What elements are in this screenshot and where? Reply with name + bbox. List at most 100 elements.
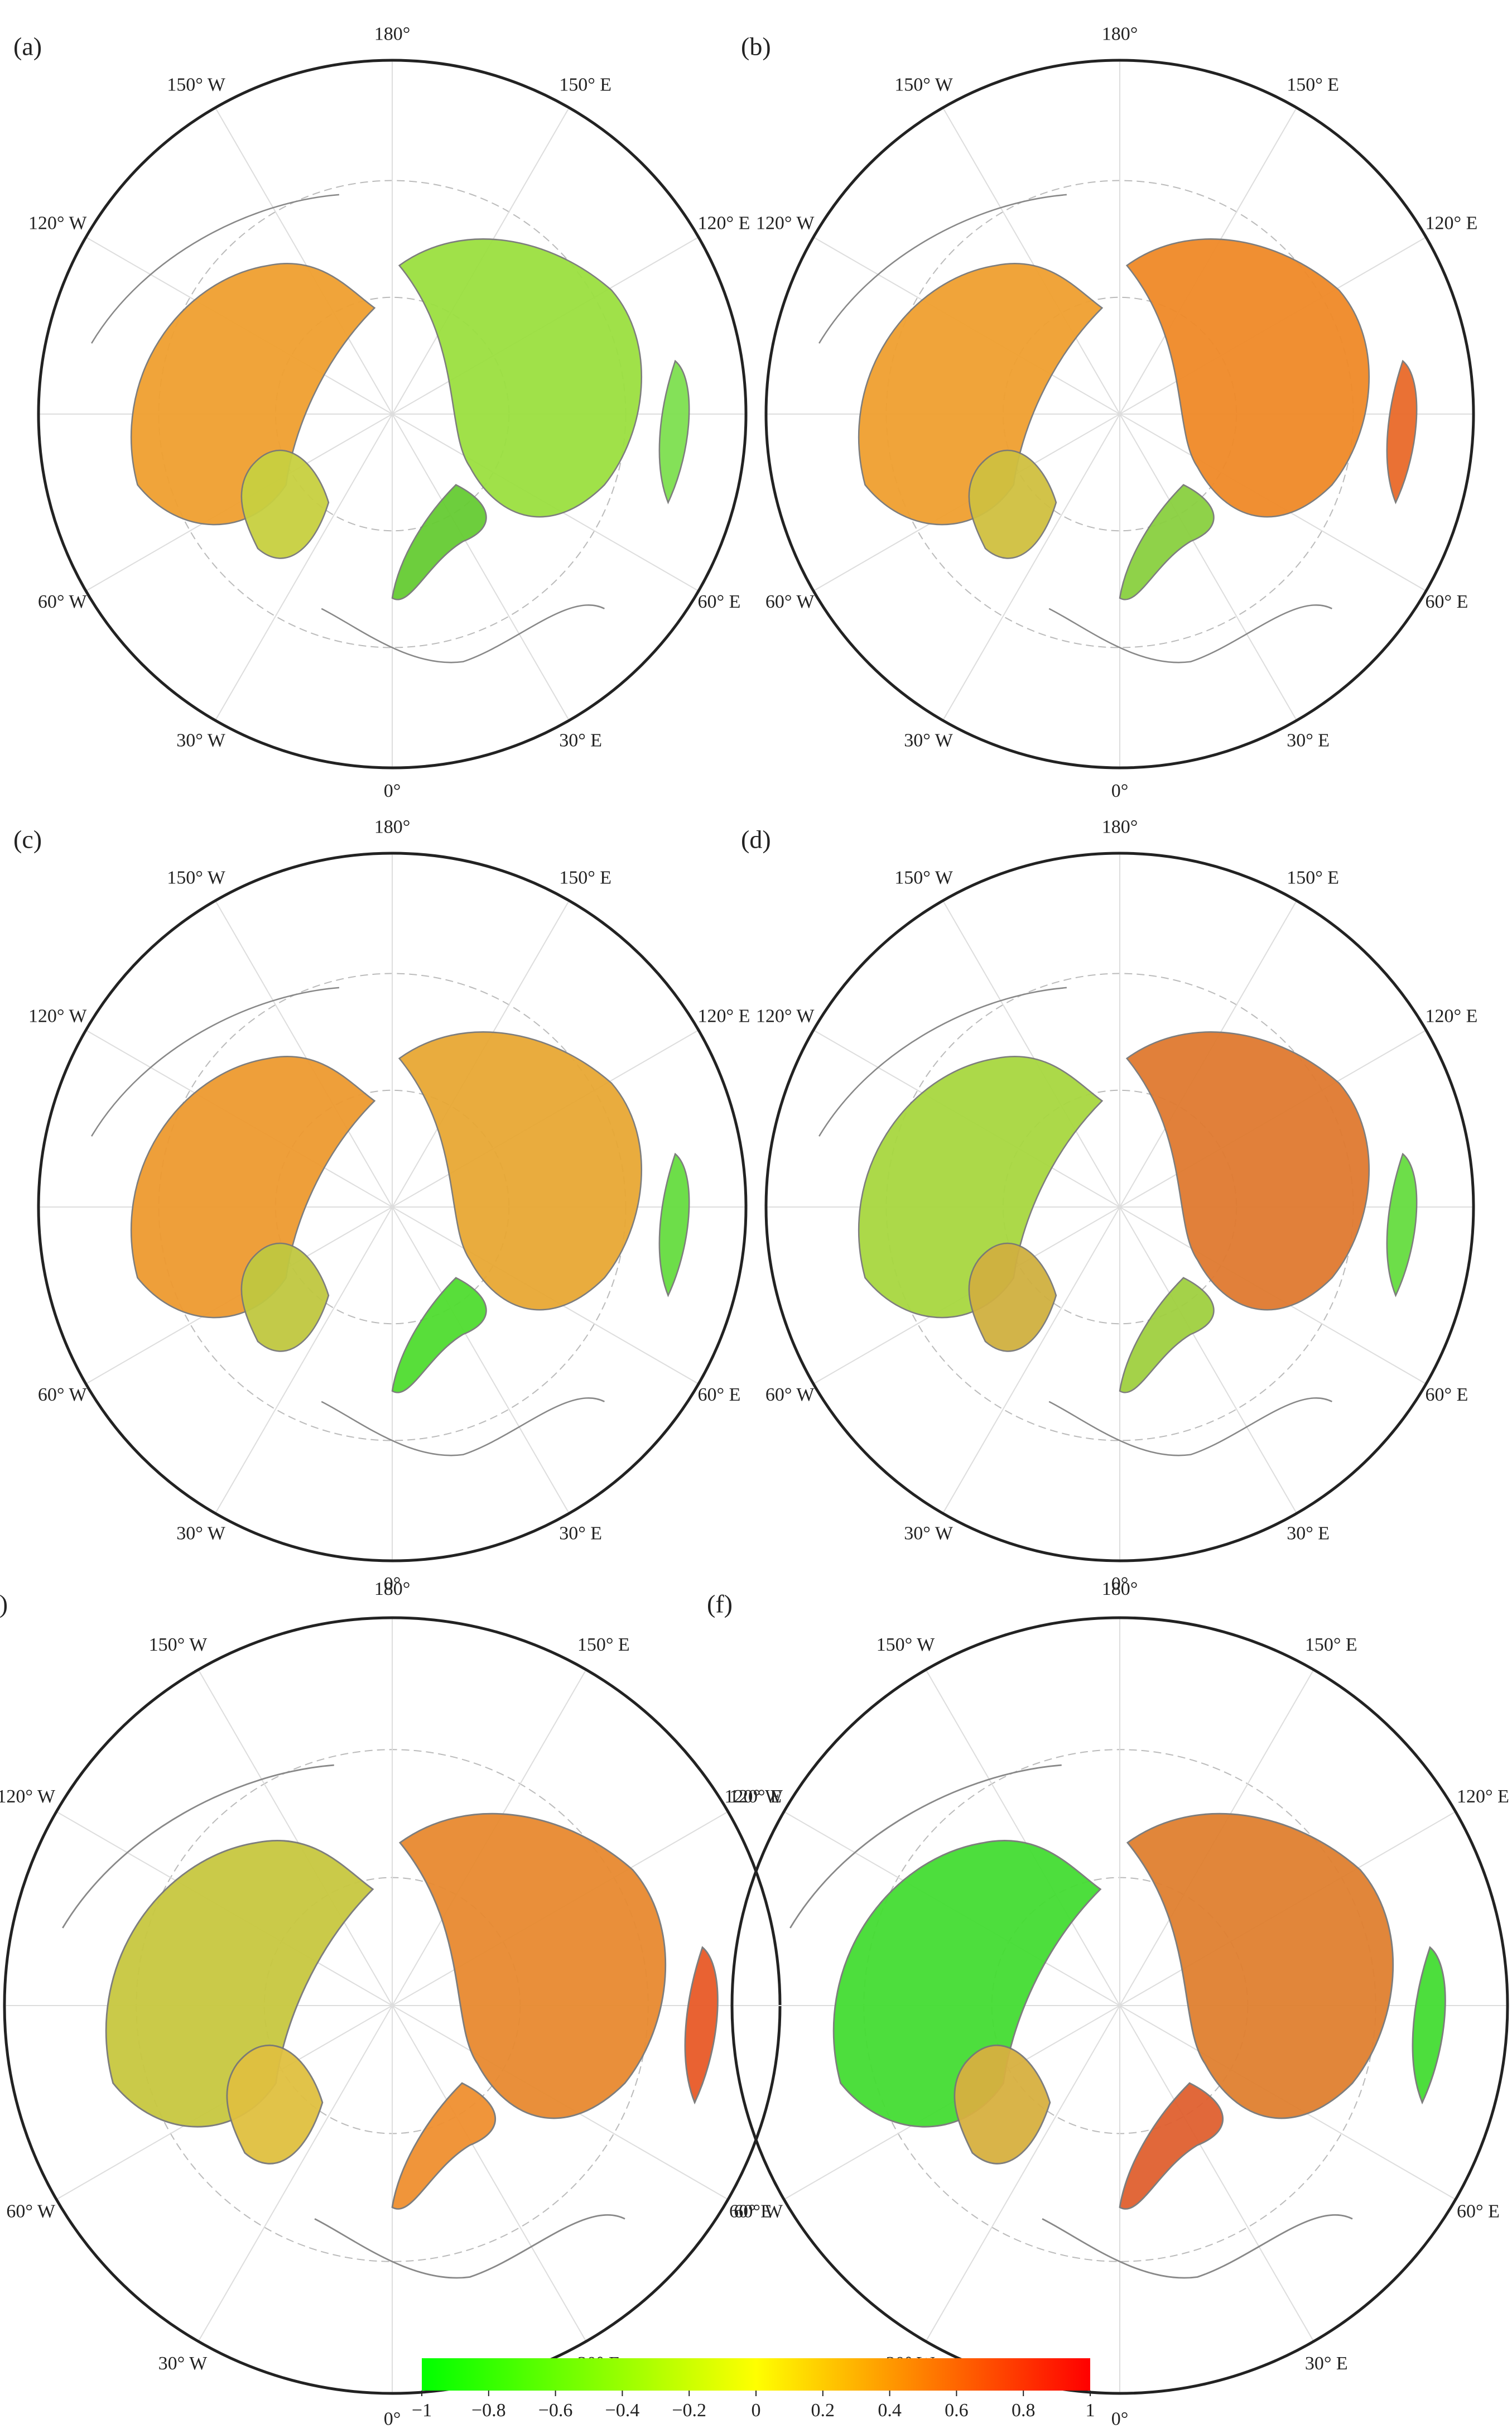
- land-patch: [391, 2082, 497, 2210]
- longitude-label: 120° E: [1425, 213, 1477, 234]
- land-patch: [1119, 2082, 1224, 2210]
- longitude-label: 30° E: [1287, 1523, 1330, 1544]
- longitude-label: 120° E: [1457, 1786, 1509, 1807]
- longitude-label: 120° E: [697, 213, 750, 234]
- map-border: [764, 852, 1475, 1562]
- land-patch: [240, 1242, 330, 1352]
- map-border: [37, 852, 748, 1562]
- land-patch: [1125, 1031, 1370, 1311]
- land-patch: [858, 1055, 1104, 1319]
- longitude-label: 0°: [384, 2408, 401, 2429]
- graticule-meridian: [925, 2005, 1120, 2342]
- panel-label: (d): [741, 825, 771, 854]
- longitude-label: 150° E: [577, 1634, 630, 1655]
- land-patch: [1125, 238, 1370, 518]
- longitude-label: 180°: [1102, 1579, 1138, 1599]
- longitude-label: 180°: [374, 23, 411, 44]
- panel-label: (b): [741, 32, 771, 61]
- longitude-label: 150° W: [167, 867, 225, 888]
- graticule-meridian: [198, 2005, 393, 2342]
- land-patch: [684, 1946, 719, 2105]
- longitude-label: 150° W: [894, 867, 953, 888]
- colorbar-tick-label: 0: [752, 2400, 761, 2421]
- longitude-label: 150° E: [559, 867, 611, 888]
- longitude-label: 30° E: [559, 730, 602, 751]
- land-patch: [658, 1152, 690, 1297]
- map-border: [37, 59, 748, 770]
- longitude-label: 150° W: [877, 1634, 935, 1655]
- colorbar-tick-label: 0.2: [811, 2400, 835, 2421]
- land-patch: [954, 2045, 1051, 2165]
- longitude-label: 30° W: [176, 730, 225, 751]
- longitude-label: 120° W: [28, 213, 87, 234]
- graticule-meridian: [1119, 413, 1297, 721]
- longitude-label: 0°: [1111, 2408, 1129, 2429]
- coastline: [62, 1764, 625, 2279]
- longitude-label: 60° E: [1425, 1384, 1468, 1405]
- longitude-label: 60° E: [1425, 592, 1468, 612]
- land-patch: [1386, 359, 1418, 504]
- map-border: [764, 59, 1475, 770]
- colorbar-tick-label: 0.4: [878, 2400, 902, 2421]
- graticule-meridian: [942, 900, 1120, 1208]
- longitude-label: 60° E: [697, 1384, 740, 1405]
- land-patch: [131, 262, 376, 526]
- longitude-label: 0°: [384, 781, 401, 801]
- graticule-meridian: [1119, 2005, 1314, 2342]
- land-patch: [1119, 484, 1215, 600]
- graticule-meridian: [1119, 1206, 1297, 1514]
- longitude-label: 180°: [374, 816, 411, 837]
- longitude-label: 30° E: [1287, 730, 1330, 751]
- longitude-label: 120° W: [724, 1786, 783, 1807]
- panel-label: (a): [13, 32, 42, 61]
- land-patch: [1412, 1946, 1446, 2105]
- graticule-meridian: [215, 900, 393, 1208]
- land-patch: [1126, 1812, 1394, 2119]
- land-patch: [391, 1277, 487, 1393]
- land-patch: [398, 1031, 642, 1311]
- land-patch: [398, 238, 642, 518]
- longitude-label: 120° W: [756, 213, 815, 234]
- panel-label: (f): [707, 1590, 733, 1618]
- graticule-meridian: [392, 1206, 570, 1514]
- longitude-label: 30° E: [1305, 2353, 1348, 2374]
- coastline: [818, 194, 1332, 663]
- land-patch: [1386, 1152, 1418, 1297]
- longitude-label: 60° W: [6, 2201, 55, 2222]
- longitude-label: 60° W: [765, 592, 815, 612]
- colorbar-tick-label: 0.8: [1012, 2400, 1036, 2421]
- longitude-label: 120° E: [729, 1786, 782, 1807]
- longitude-label: 0°: [384, 1574, 401, 1594]
- colorbar-tick-label: −1: [412, 2400, 432, 2421]
- longitude-label: 180°: [374, 1579, 411, 1599]
- graticule-meridian: [198, 1669, 393, 2006]
- graticule-meridian: [215, 413, 393, 721]
- land-patch: [658, 359, 690, 504]
- colorbar-tick-label: 0.6: [945, 2400, 969, 2421]
- longitude-label: 0°: [1111, 1574, 1129, 1594]
- longitude-label: 120° W: [756, 1006, 815, 1027]
- longitude-label: 150° W: [149, 1634, 208, 1655]
- coastline: [91, 987, 605, 1456]
- longitude-label: 60° W: [38, 1384, 87, 1405]
- longitude-label: 30° W: [904, 1523, 953, 1544]
- land-patch: [391, 484, 487, 600]
- land-patch: [968, 449, 1057, 559]
- longitude-label: 150° E: [1287, 867, 1339, 888]
- longitude-label: 60° W: [38, 592, 87, 612]
- longitude-label: 120° E: [1425, 1006, 1477, 1027]
- longitude-label: 150° E: [559, 74, 611, 95]
- longitude-label: 120° E: [697, 1006, 750, 1027]
- longitude-label: 150° W: [167, 74, 225, 95]
- graticule-meridian: [925, 1669, 1120, 2006]
- land-patch: [968, 1242, 1057, 1352]
- graticule-meridian: [215, 1206, 393, 1514]
- graticule-meridian: [942, 1206, 1120, 1514]
- longitude-label: 60° W: [734, 2201, 783, 2222]
- longitude-label: 60° E: [729, 2201, 772, 2222]
